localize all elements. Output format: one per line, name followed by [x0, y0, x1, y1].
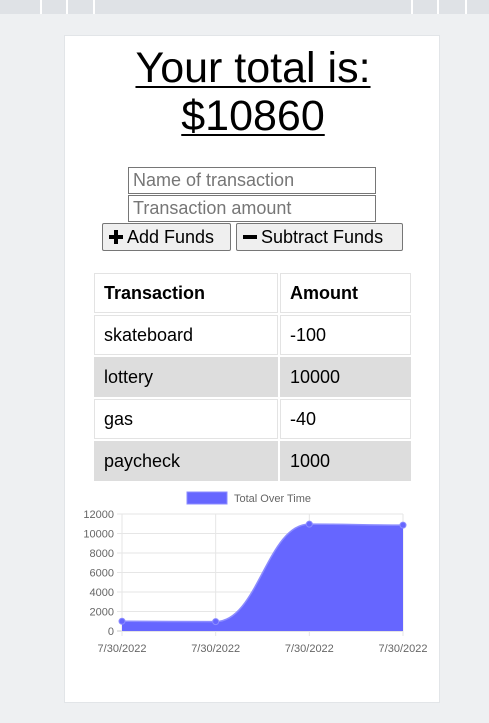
add-funds-button[interactable]: Add Funds [102, 223, 231, 251]
y-tick-label: 10000 [83, 529, 114, 541]
transaction-amount-input[interactable] [128, 195, 376, 222]
y-tick-label: 4000 [90, 587, 114, 599]
data-point [399, 521, 407, 529]
total-amount: $10860 [181, 92, 325, 140]
transaction-name-cell: gas [94, 399, 278, 439]
x-tick-label: 7/30/2022 [379, 643, 428, 655]
top-bar-divider [66, 0, 68, 14]
y-tick-label: 8000 [90, 548, 114, 560]
y-tick-label: 0 [108, 626, 114, 638]
y-tick-label: 12000 [83, 509, 114, 521]
table-row: lottery 10000 [94, 357, 411, 397]
plus-icon [109, 230, 123, 244]
column-header-transaction: Transaction [94, 273, 278, 313]
transaction-name-input[interactable] [128, 167, 376, 194]
top-bar-divider [93, 0, 95, 14]
transactions-table: Transaction Amount skateboard -100 lotte… [92, 271, 413, 483]
x-tick-label: 7/30/2022 [285, 643, 334, 655]
subtract-funds-label: Subtract Funds [261, 226, 384, 247]
legend-swatch [186, 491, 228, 505]
series-line [121, 523, 404, 623]
total-label: Your total is: [135, 44, 371, 92]
data-point [305, 520, 313, 528]
budget-card: Your total is: $10860 Add Funds Subtract… [64, 35, 440, 703]
x-tick-label: 7/30/2022 [191, 643, 240, 655]
x-tick-label: 7/30/2022 [98, 643, 147, 655]
column-header-amount: Amount [280, 273, 411, 313]
add-funds-label: Add Funds [127, 226, 215, 247]
table-row: skateboard -100 [94, 315, 411, 355]
y-tick-label: 2000 [90, 607, 114, 619]
total-over-time-chart: 0 2000 4000 6000 8000 10000 12000 7/30/2022 7/30… [83, 491, 428, 655]
series-area [122, 524, 403, 631]
transaction-name-cell: skateboard [94, 315, 278, 355]
top-bar-divider [411, 0, 413, 14]
y-tick-label: 6000 [90, 568, 114, 580]
total-heading: Your total is: $10860 [65, 44, 441, 140]
browser-top-bar [0, 0, 489, 14]
table-header-row: Transaction Amount [94, 273, 411, 313]
transaction-amount-cell: -40 [280, 399, 411, 439]
transaction-name-cell: lottery [94, 357, 278, 397]
top-bar-divider [465, 0, 467, 14]
data-point [118, 617, 126, 625]
minus-icon [243, 230, 257, 244]
data-point [212, 618, 220, 626]
transaction-amount-cell: 1000 [280, 441, 411, 481]
transaction-amount-cell: 10000 [280, 357, 411, 397]
top-bar-divider [40, 0, 42, 14]
subtract-funds-button[interactable]: Subtract Funds [236, 223, 403, 251]
legend-label: Total Over Time [234, 493, 311, 505]
top-bar-divider [437, 0, 439, 14]
table-row: gas -40 [94, 399, 411, 439]
transaction-name-cell: paycheck [94, 441, 278, 481]
transaction-amount-cell: -100 [280, 315, 411, 355]
table-row: paycheck 1000 [94, 441, 411, 481]
